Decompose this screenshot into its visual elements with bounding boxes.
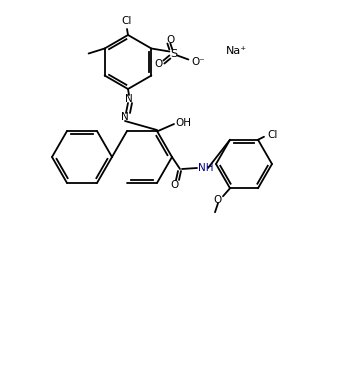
- Text: O: O: [166, 34, 175, 44]
- Text: O: O: [214, 195, 222, 205]
- Text: S: S: [170, 48, 177, 58]
- Text: OH: OH: [175, 118, 191, 128]
- Text: Na⁺: Na⁺: [225, 46, 247, 56]
- Text: O⁻: O⁻: [192, 57, 205, 67]
- Text: O: O: [154, 58, 162, 68]
- Text: Cl: Cl: [122, 16, 132, 26]
- Text: O: O: [171, 180, 179, 190]
- Text: Cl: Cl: [267, 130, 277, 140]
- Text: N: N: [125, 94, 133, 104]
- Text: N: N: [121, 112, 129, 122]
- Text: NH: NH: [198, 163, 213, 173]
